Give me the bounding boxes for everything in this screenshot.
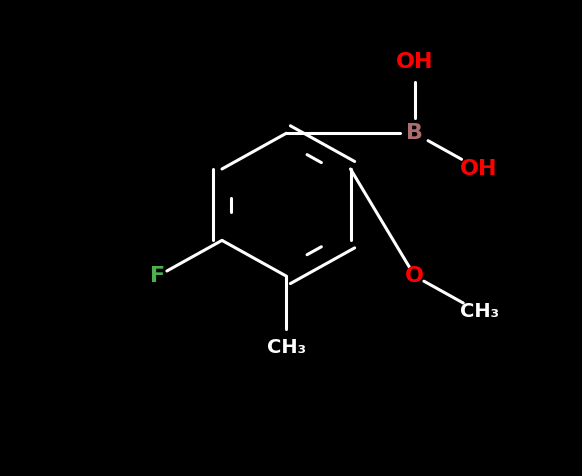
Text: CH₃: CH₃ xyxy=(460,302,499,321)
Text: OH: OH xyxy=(460,159,498,179)
Text: F: F xyxy=(150,266,165,286)
Text: O: O xyxy=(405,266,424,286)
Text: OH: OH xyxy=(396,52,434,72)
Text: B: B xyxy=(406,123,423,143)
Text: CH₃: CH₃ xyxy=(267,338,306,357)
